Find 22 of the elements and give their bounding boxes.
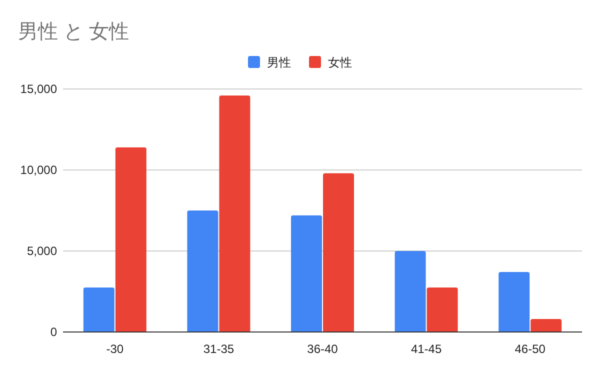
x-tick-label: -30	[106, 342, 124, 356]
bar	[498, 272, 530, 332]
y-tick-label: 15,000	[20, 82, 58, 96]
x-tick-label: 46-50	[514, 342, 546, 356]
x-tick-label: 36-40	[307, 342, 338, 356]
bar	[219, 95, 250, 332]
x-tick-label: 41-45	[410, 342, 442, 356]
bar	[83, 287, 114, 332]
chart-title: 男性 と 女性	[18, 21, 130, 43]
legend-label: 男性	[267, 56, 291, 70]
x-tick-label: 31-35	[203, 342, 234, 356]
bar	[115, 147, 146, 332]
bar	[394, 251, 426, 332]
bar	[187, 210, 218, 332]
y-tick-label: 0	[50, 325, 58, 339]
y-tick-label: 10,000	[20, 163, 58, 177]
bar	[530, 319, 562, 332]
y-tick-label: 5,000	[26, 244, 58, 258]
legend-label: 女性	[328, 56, 352, 70]
bar	[323, 173, 354, 332]
bar	[291, 215, 322, 332]
bar	[426, 287, 458, 332]
